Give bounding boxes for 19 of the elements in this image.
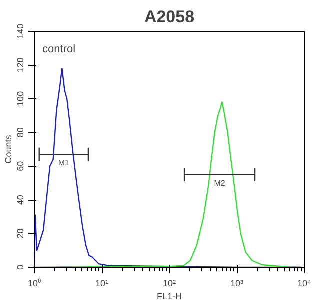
x-tick-label: 10¹	[95, 278, 109, 288]
series-label: M2	[214, 178, 226, 188]
y-tick-label: 0	[16, 264, 26, 270]
x-axis-title: FL1-H	[157, 292, 182, 302]
annotation: control	[42, 44, 76, 56]
series-label: M1	[58, 158, 70, 168]
y-tick-label: 100	[16, 91, 26, 106]
y-tick-label: 60	[16, 161, 26, 172]
y-tick-label: 80	[16, 128, 26, 138]
x-tick-label: 10²	[162, 278, 176, 288]
y-tick-label: 20	[16, 228, 26, 239]
x-tick-label: 10⁰	[28, 278, 42, 288]
x-tick-label: 10³	[230, 278, 244, 288]
y-axis-title: Counts	[4, 134, 14, 164]
y-tick-label: 40	[16, 195, 26, 206]
x-tick-label: 10⁴	[298, 278, 312, 288]
y-tick-label: 140	[16, 24, 26, 40]
chart-title: A2058	[144, 8, 195, 26]
y-tick-label: 120	[16, 58, 26, 73]
